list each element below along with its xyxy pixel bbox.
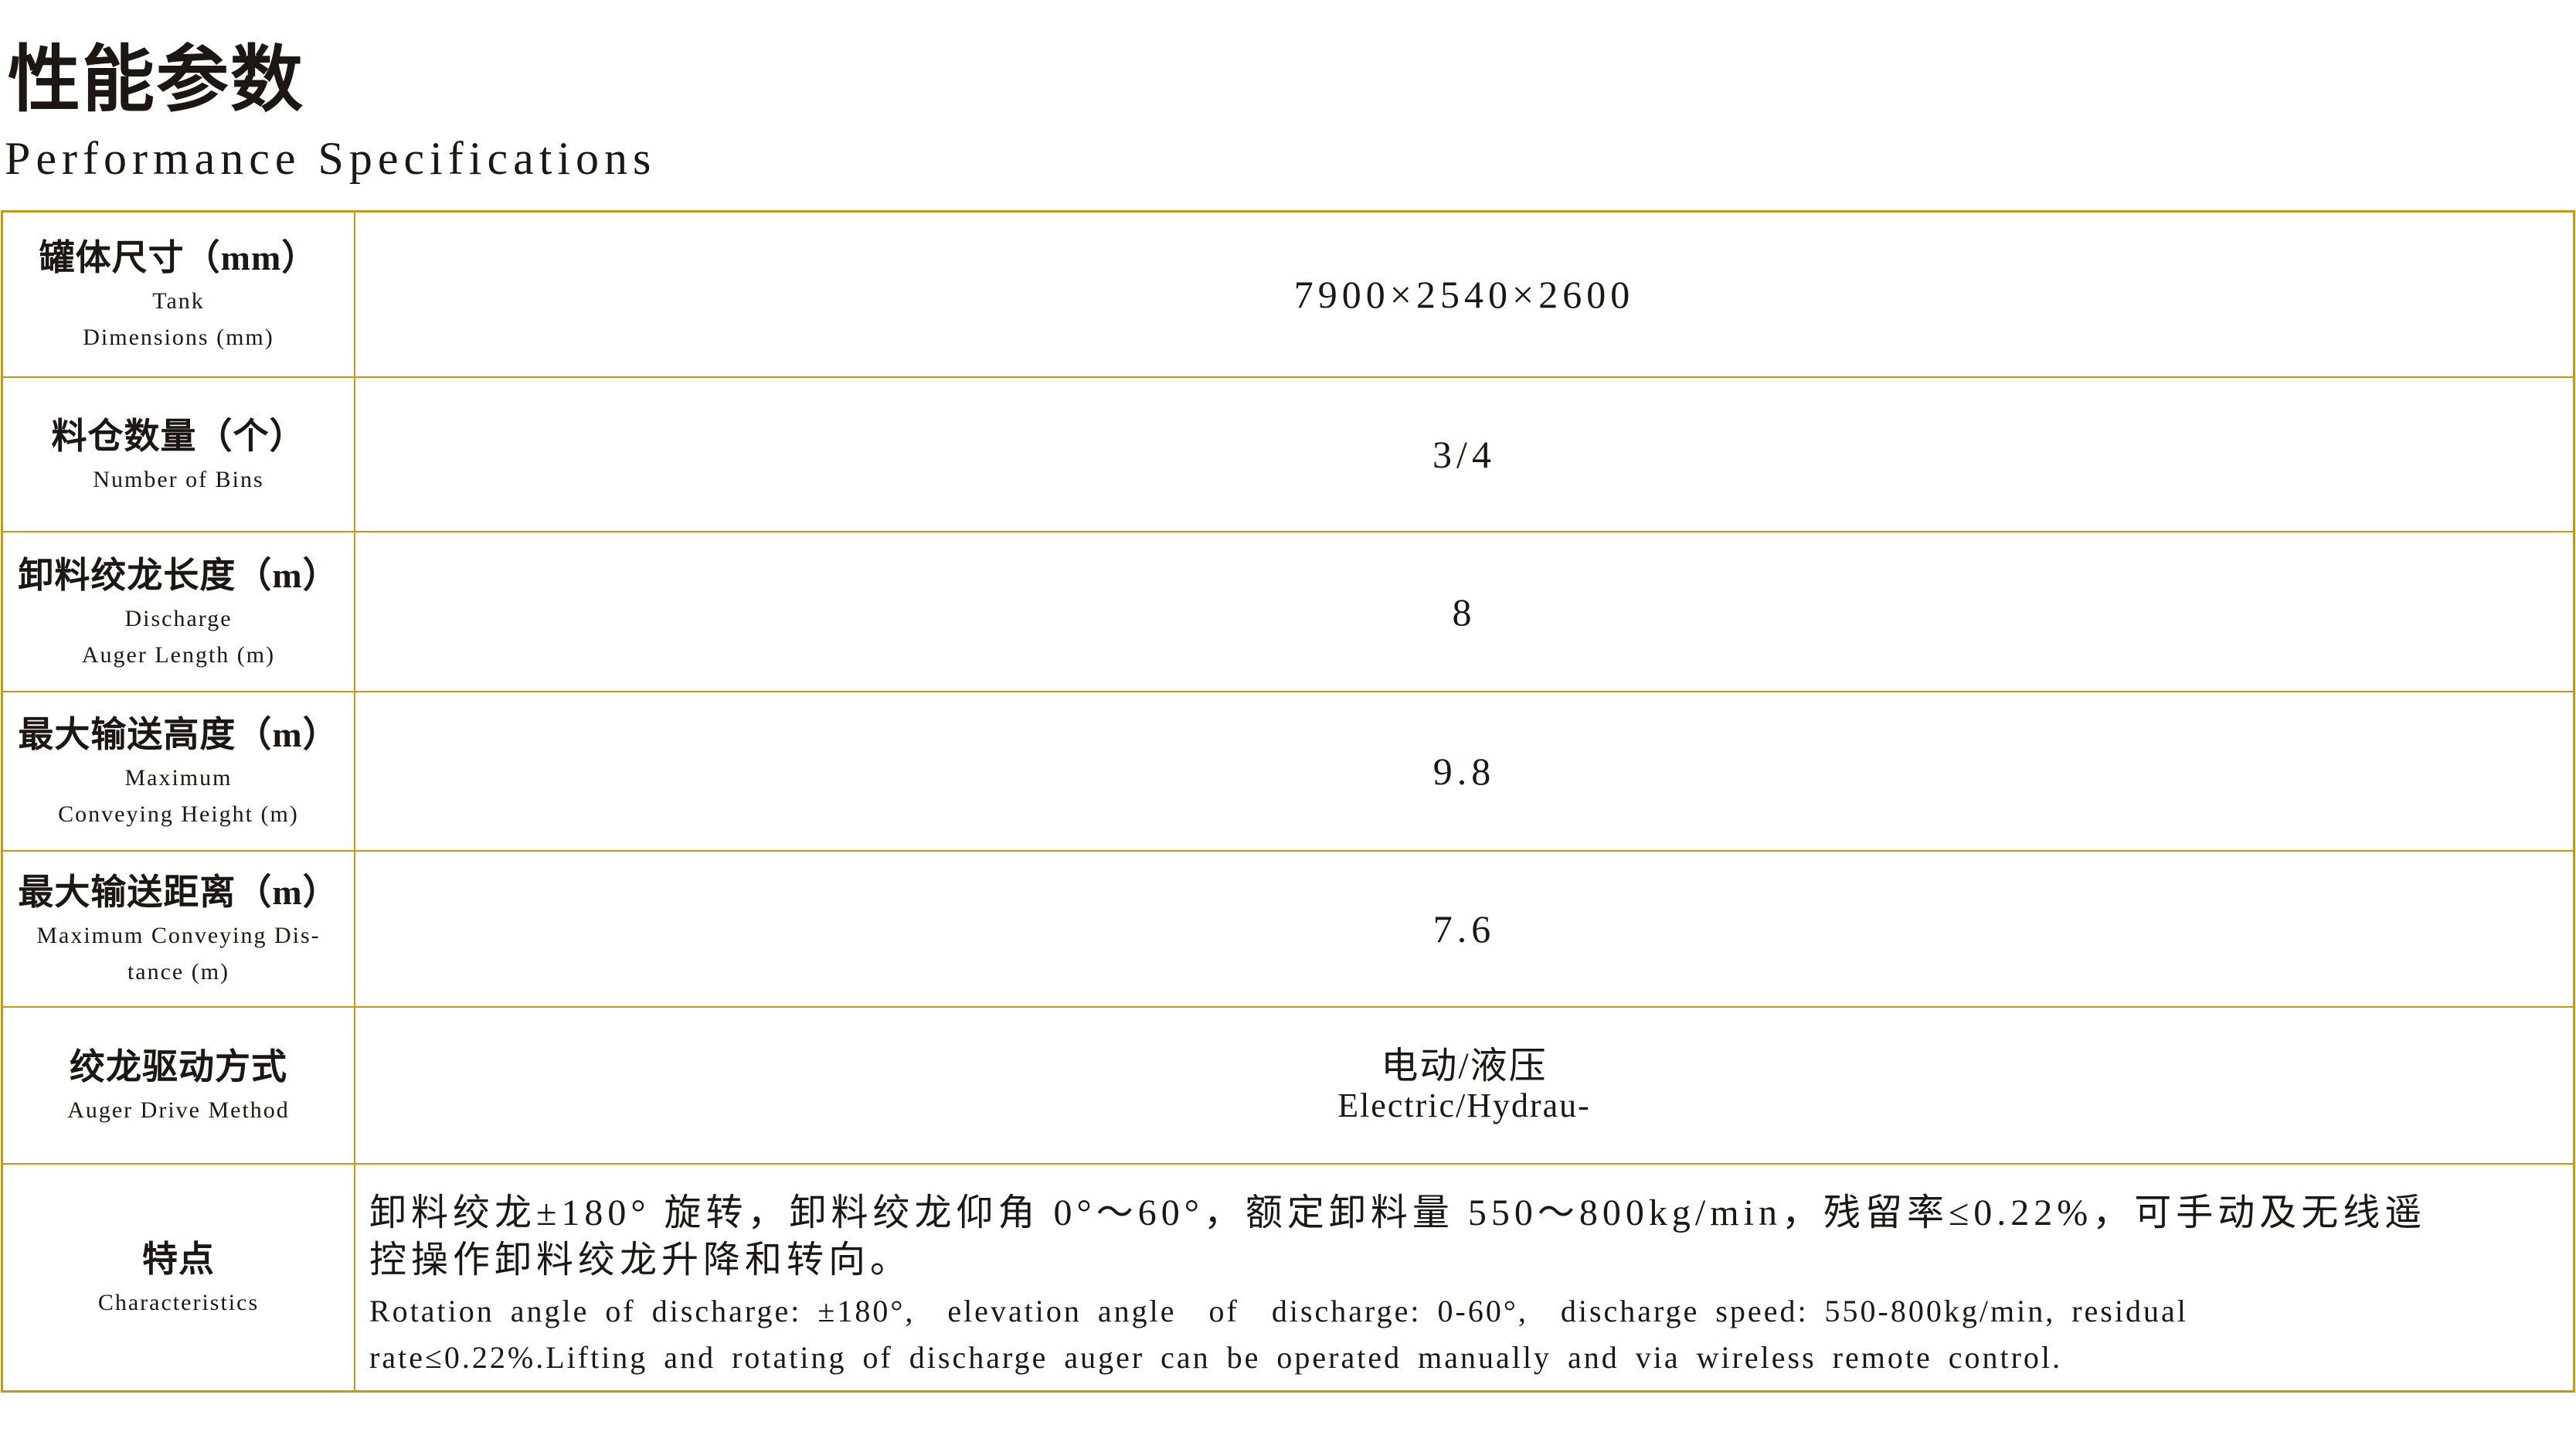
label-cell: 最大输送距离（m） Maximum Conveying Dis- tance (… <box>3 852 355 1006</box>
spec-table: 罐体尺寸（mm） Tank Dimensions (mm) 7900×2540×… <box>1 210 2575 1393</box>
label-zh: 最大输送距离（m） <box>18 872 339 912</box>
table-row-max-conveying-height: 最大输送高度（m） Maximum Conveying Height (m) 9… <box>3 691 2573 850</box>
label-en: Tank Dimensions (mm) <box>83 288 274 350</box>
value-cell: 7900×2540×2600 <box>355 213 2573 376</box>
label-en: Characteristics <box>97 1289 260 1315</box>
label-en: Maximum Conveying Dis- tance (m) <box>36 923 321 985</box>
label-zh: 最大输送高度（m） <box>18 715 339 754</box>
label-cell: 绞龙驱动方式 Auger Drive Method <box>3 1008 355 1163</box>
label-en: Maximum Conveying Height (m) <box>58 765 299 827</box>
label-cell: 料仓数量（个） Number of Bins <box>3 378 355 531</box>
value-cell: 电动/液压 Electric/Hydrau- <box>355 1008 2573 1163</box>
table-row-tank-dimensions: 罐体尺寸（mm） Tank Dimensions (mm) 7900×2540×… <box>3 213 2573 376</box>
page-header: 性能参数 Performance Specifications <box>0 0 2576 184</box>
value-cell: 卸料绞龙±180° 旋转，卸料绞龙仰角 0°～60°，额定卸料量 550～800… <box>355 1165 2573 1390</box>
table-row-max-conveying-distance: 最大输送距离（m） Maximum Conveying Dis- tance (… <box>3 850 2573 1006</box>
value-text: 9.8 <box>1432 750 1496 793</box>
value-cell: 9.8 <box>355 692 2573 850</box>
value-cell: 8 <box>355 532 2573 691</box>
label-zh: 料仓数量（个） <box>51 416 306 456</box>
value-zh: 电动/液压 <box>1381 1045 1548 1087</box>
label-zh: 罐体尺寸（mm） <box>39 238 318 277</box>
label-cell: 罐体尺寸（mm） Tank Dimensions (mm) <box>3 213 355 376</box>
value-text: 8 <box>1452 590 1477 634</box>
value-text: 7900×2540×2600 <box>1293 273 1635 316</box>
label-cell: 特点 Characteristics <box>3 1165 355 1390</box>
label-en: Discharge Auger Length (m) <box>81 605 276 668</box>
value-cell: 7.6 <box>355 852 2573 1006</box>
label-en: Number of Bins <box>93 466 264 492</box>
characteristics-zh: 卸料绞龙±180° 旋转，卸料绞龙仰角 0°～60°，额定卸料量 550～800… <box>369 1192 2427 1281</box>
label-zh: 特点 <box>142 1239 215 1279</box>
label-en: Auger Drive Method <box>67 1097 290 1123</box>
label-cell: 卸料绞龙长度（m） Discharge Auger Length (m) <box>3 532 355 691</box>
table-row-characteristics: 特点 Characteristics 卸料绞龙±180° 旋转，卸料绞龙仰角 0… <box>3 1163 2573 1390</box>
label-zh: 卸料绞龙长度（m） <box>18 555 339 595</box>
table-row-auger-drive-method: 绞龙驱动方式 Auger Drive Method 电动/液压 Electric… <box>3 1006 2573 1163</box>
page-subtitle: Performance Specifications <box>5 132 657 184</box>
characteristics-en: Rotation angle of discharge: ±180°, elev… <box>369 1294 2188 1375</box>
value-cell: 3/4 <box>355 378 2573 531</box>
value-en: Electric/Hydrau- <box>1337 1086 1591 1124</box>
table-row-discharge-auger-length: 卸料绞龙长度（m） Discharge Auger Length (m) 8 <box>3 531 2573 691</box>
label-zh: 绞龙驱动方式 <box>70 1047 287 1087</box>
page-title: 性能参数 <box>8 40 305 121</box>
value-text: 3/4 <box>1432 433 1496 476</box>
value-text: 7.6 <box>1432 907 1496 951</box>
label-cell: 最大输送高度（m） Maximum Conveying Height (m) <box>3 692 355 850</box>
table-row-number-of-bins: 料仓数量（个） Number of Bins 3/4 <box>3 376 2573 531</box>
